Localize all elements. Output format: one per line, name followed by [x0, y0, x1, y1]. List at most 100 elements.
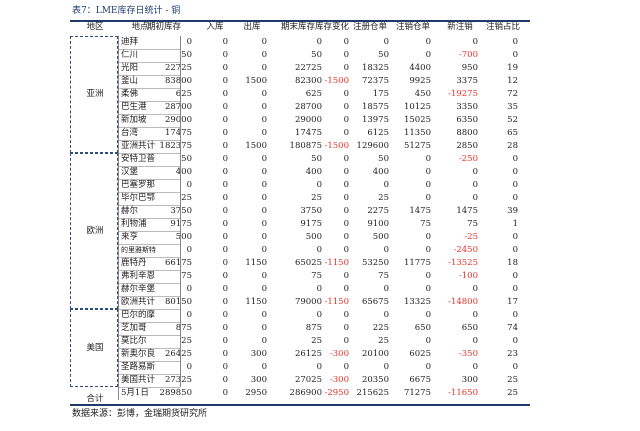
cell-value: 22725	[294, 63, 322, 73]
cell-value: 875	[305, 323, 322, 333]
cell-value: 8800	[456, 128, 478, 138]
place-name: 安特卫普	[121, 154, 156, 164]
cell-value: 23	[507, 349, 518, 359]
cell-value: 25	[311, 336, 322, 346]
cell-value: 0	[472, 310, 478, 320]
cell-value: 300	[250, 349, 267, 359]
cell-value: 0	[512, 50, 518, 60]
cell-value: 75	[378, 271, 389, 281]
cell-value: 0	[222, 245, 228, 255]
cell-value: 25	[311, 193, 322, 203]
cell-value: 0	[222, 258, 228, 268]
cell-value: 0	[425, 232, 431, 242]
cell-value: 950	[461, 63, 478, 73]
cell-value: 182375	[159, 141, 192, 151]
cell-value: 129600	[356, 141, 389, 151]
cell-value: 400	[305, 167, 322, 177]
cell-value: 0	[512, 37, 518, 47]
cell-value: 11350	[403, 128, 431, 138]
cell-value: 0	[512, 245, 518, 255]
cell-value: 0	[261, 167, 267, 177]
cell-value: 0	[512, 154, 518, 164]
cell-value: 65675	[361, 297, 389, 307]
cell-value: 0	[261, 362, 267, 372]
row-rule	[118, 322, 180, 323]
cell-value: 79000	[294, 297, 322, 307]
cell-value: 74	[507, 323, 518, 333]
cell-value: 0	[222, 141, 228, 151]
cell-value: 83800	[164, 76, 192, 86]
cell-value: 0	[222, 193, 228, 203]
cell-value: 75	[467, 219, 478, 229]
cell-value: -19275	[448, 89, 478, 99]
cell-value: 0	[222, 310, 228, 320]
row-rule	[118, 140, 180, 141]
cell-value: 35	[507, 102, 518, 112]
cell-value: 0	[343, 102, 349, 112]
cell-value: 25	[507, 375, 518, 385]
cell-value: 500	[305, 232, 322, 242]
place-name: 利物浦	[121, 219, 147, 229]
row-rule	[118, 309, 180, 310]
place-name: 的里雅斯特	[121, 246, 156, 254]
cell-value: 50	[311, 154, 322, 164]
cell-value: 12	[507, 76, 518, 86]
cell-value: 0	[261, 154, 267, 164]
cell-value: 13975	[361, 115, 389, 125]
row-rule	[118, 205, 180, 206]
cell-value: 0	[186, 37, 192, 47]
cell-value: 0	[512, 310, 518, 320]
column-header: 入库	[206, 22, 224, 32]
total-date: 5月1日	[121, 388, 149, 398]
cell-value: 300	[461, 375, 478, 385]
row-rule	[118, 257, 180, 258]
cell-value: 28700	[294, 102, 322, 112]
place-name: 鹿特丹	[121, 258, 147, 268]
cell-value: 0	[472, 362, 478, 372]
cell-value: 0	[343, 271, 349, 281]
place-name: 赫尔辛堡	[121, 284, 156, 294]
cell-value: 9925	[409, 76, 431, 86]
cell-value: -300	[329, 349, 349, 359]
cell-value: 20100	[361, 349, 389, 359]
cell-value: -2450	[453, 245, 478, 255]
cell-value: 0	[343, 154, 349, 164]
cell-value: 6675	[409, 375, 431, 385]
cell-value: 19	[507, 63, 518, 73]
region-name: 美国	[86, 342, 104, 353]
cell-value: 26425	[164, 349, 192, 359]
row-rule	[118, 62, 180, 63]
cell-value: 0	[472, 180, 478, 190]
cell-value: 0	[472, 193, 478, 203]
cell-value: -700	[458, 50, 478, 60]
cell-value: 0	[261, 310, 267, 320]
cell-value: 29000	[294, 115, 322, 125]
cell-value: 0	[316, 284, 322, 294]
cell-value: 25	[378, 193, 389, 203]
cell-value: -25	[464, 232, 478, 242]
cell-value: 0	[316, 180, 322, 190]
cell-value: 0	[343, 362, 349, 372]
cell-value: 9100	[367, 219, 389, 229]
cell-value: 0	[261, 37, 267, 47]
cell-value: 0	[316, 310, 322, 320]
row-rule	[118, 296, 180, 297]
row-rule	[118, 153, 180, 154]
row-rule	[118, 192, 180, 193]
bottom-rule	[70, 404, 530, 406]
cell-value: 0	[512, 180, 518, 190]
cell-value: 0	[222, 284, 228, 294]
cell-value: 82300	[294, 76, 322, 86]
cell-value: 0	[222, 297, 228, 307]
cell-value: 0	[222, 167, 228, 177]
cell-value: 17475	[294, 128, 322, 138]
cell-value: 65025	[294, 258, 322, 268]
cell-value: 3375	[456, 76, 478, 86]
cell-value: 28700	[164, 102, 192, 112]
cell-value: -13525	[448, 258, 478, 268]
cell-value: 0	[383, 284, 389, 294]
cell-value: 50	[378, 50, 389, 60]
cell-value: 1500	[245, 141, 267, 151]
cell-value: 17475	[164, 128, 192, 138]
place-name: 芝加哥	[121, 323, 147, 333]
